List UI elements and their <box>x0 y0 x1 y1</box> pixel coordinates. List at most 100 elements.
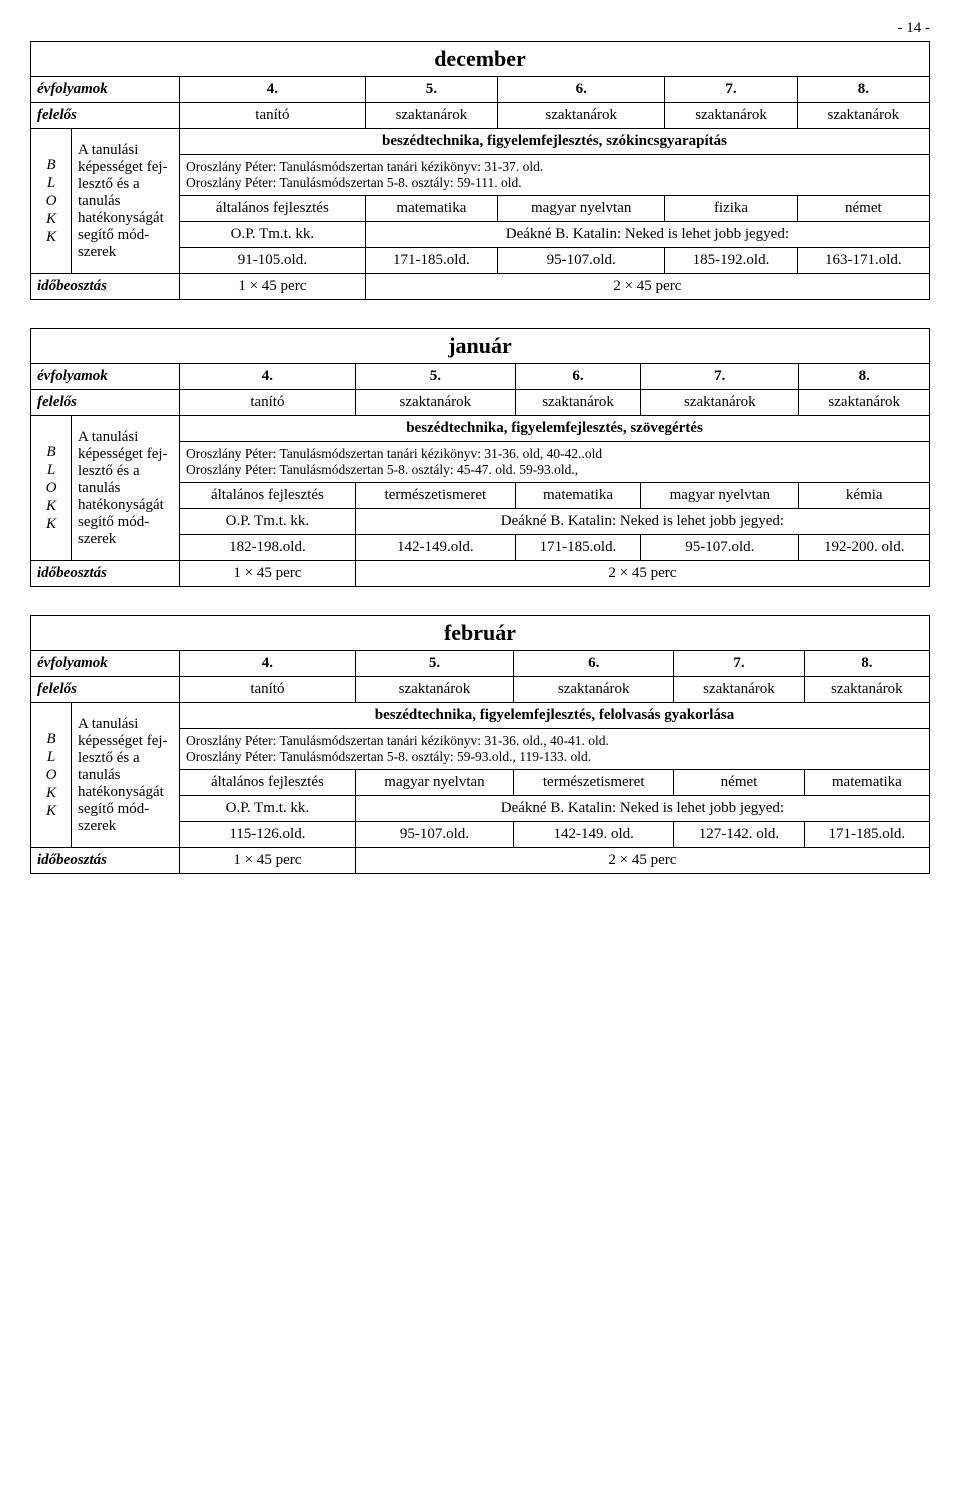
subject-cell: matematika <box>804 770 929 796</box>
blokk-letter: K <box>46 211 56 227</box>
row-felelos: felelős <box>31 103 180 129</box>
source-cell: Oroszlány Péter: Tanulásmódszertan tanár… <box>180 442 930 483</box>
page-ref-cell: 171-185.old. <box>515 535 640 561</box>
page-ref-cell: 127-142. old. <box>674 822 804 848</box>
row-idobeosztas: időbeosztás <box>31 848 180 874</box>
tmtkk-cell: O.P. Tm.t. kk. <box>180 222 366 248</box>
subject-cell: német <box>797 196 929 222</box>
grade-cell: 6. <box>515 364 640 390</box>
grade-cell: 5. <box>355 364 515 390</box>
row-felelos: felelős <box>31 677 180 703</box>
blokk-letter: K <box>46 498 56 514</box>
grade-cell: 5. <box>355 651 513 677</box>
page-ref-cell: 192-200. old. <box>799 535 930 561</box>
blokk-letter: K <box>46 229 56 245</box>
side-description: A tanulási képessé­get fej­lesztő és a t… <box>72 703 180 848</box>
page-ref-cell: 95-107.old. <box>498 248 665 274</box>
grade-cell: 4. <box>180 364 356 390</box>
deakne-cell: Deákné B. Katalin: Neked is lehet jobb j… <box>355 796 929 822</box>
table-december: december évfolyamok 4. 5. 6. 7. 8. felel… <box>30 41 930 300</box>
page-ref-cell: 171-185.old. <box>365 248 497 274</box>
blokk-label: B L O K K <box>31 416 72 561</box>
subject-cell: természet­ismeret <box>355 483 515 509</box>
felelos-cell: szaktanárok <box>365 103 497 129</box>
felelos-cell: szaktanárok <box>641 390 799 416</box>
deakne-cell: Deákné B. Katalin: Neked is lehet jobb j… <box>365 222 929 248</box>
table-january: január évfolyamok 4. 5. 6. 7. 8. felelős… <box>30 328 930 587</box>
subject-cell: matematika <box>365 196 497 222</box>
page-ref-cell: 185-192.old. <box>665 248 797 274</box>
time-cell: 2 × 45 perc <box>365 274 929 300</box>
deakne-cell: Deákné B. Katalin: Neked is lehet jobb j… <box>355 509 929 535</box>
page-ref-cell: 115-126.old. <box>180 822 356 848</box>
felelos-cell: szaktanárok <box>355 390 515 416</box>
blokk-letter: B <box>46 444 55 460</box>
source-cell: Oroszlány Péter: Tanulásmódszertan tanár… <box>180 729 930 770</box>
grade-cell: 6. <box>498 77 665 103</box>
time-cell: 1 × 45 perc <box>180 848 356 874</box>
grade-cell: 4. <box>180 651 356 677</box>
page-ref-cell: 182-198.old. <box>180 535 356 561</box>
felelos-cell: tanító <box>180 390 356 416</box>
felelos-cell: szaktanárok <box>514 677 674 703</box>
grade-cell: 6. <box>514 651 674 677</box>
source-line: Oroszlány Péter: Tanulásmódszertan tanár… <box>186 159 923 175</box>
grade-cell: 8. <box>804 651 929 677</box>
blokk-label: B L O K K <box>31 129 72 274</box>
page-number: - 14 - <box>30 20 930 37</box>
side-description: A tanulási képessé­get fej­lesztő és a t… <box>72 129 180 274</box>
page-ref-cell: 163-171.old. <box>797 248 929 274</box>
felelos-cell: szaktanárok <box>674 677 804 703</box>
month-title: december <box>31 42 930 77</box>
theme-cell: beszédtechnika, figyelemfejlesztés, felo… <box>180 703 930 729</box>
source-line: Oroszlány Péter: Tanulásmódszertan 5-8. … <box>186 462 923 478</box>
row-evfolyamok: évfolyamok <box>31 77 180 103</box>
source-line: Oroszlány Péter: Tanulásmódszertan 5-8. … <box>186 749 923 765</box>
subject-cell: matematika <box>515 483 640 509</box>
subject-cell: magyar nyelvtan <box>498 196 665 222</box>
time-cell: 2 × 45 perc <box>355 848 929 874</box>
grade-cell: 8. <box>797 77 929 103</box>
source-cell: Oroszlány Péter: Tanulásmódszertan tanár… <box>180 155 930 196</box>
source-line: Oroszlány Péter: Tanulásmódszertan tanár… <box>186 446 923 462</box>
side-description: A tanulási képessé­get fej­lesztő és a t… <box>72 416 180 561</box>
blokk-letter: O <box>46 193 57 209</box>
theme-cell: beszédtechnika, figyelemfejlesztés, szók… <box>180 129 930 155</box>
grade-cell: 5. <box>365 77 497 103</box>
blokk-letter: K <box>46 516 56 532</box>
blokk-letter: L <box>47 175 55 191</box>
blokk-letter: L <box>47 462 55 478</box>
felelos-cell: szaktanárok <box>498 103 665 129</box>
blokk-letter: K <box>46 803 56 819</box>
grade-cell: 4. <box>180 77 366 103</box>
grade-cell: 7. <box>674 651 804 677</box>
theme-cell: beszédtechnika, figyelemfejlesztés, szöv… <box>180 416 930 442</box>
felelos-cell: szaktanárok <box>804 677 929 703</box>
page-ref-cell: 91-105.old. <box>180 248 366 274</box>
altfejl-cell: általános fejlesztés <box>180 483 356 509</box>
subject-cell: fizika <box>665 196 797 222</box>
blokk-letter: K <box>46 785 56 801</box>
altfejl-cell: általános fejlesztés <box>180 196 366 222</box>
row-evfolyamok: évfolyamok <box>31 364 180 390</box>
altfejl-cell: általános fejlesztés <box>180 770 356 796</box>
grade-cell: 7. <box>665 77 797 103</box>
row-idobeosztas: időbeosztás <box>31 561 180 587</box>
felelos-cell: szaktanárok <box>799 390 930 416</box>
felelos-cell: tanító <box>180 103 366 129</box>
felelos-cell: szaktanárok <box>355 677 513 703</box>
row-felelos: felelős <box>31 390 180 416</box>
source-line: Oroszlány Péter: Tanulásmódszertan tanár… <box>186 733 923 749</box>
page-ref-cell: 95-107.old. <box>641 535 799 561</box>
subject-cell: természet­ismeret <box>514 770 674 796</box>
blokk-label: B L O K K <box>31 703 72 848</box>
felelos-cell: szaktanárok <box>797 103 929 129</box>
time-cell: 1 × 45 perc <box>180 274 366 300</box>
blokk-letter: O <box>46 767 57 783</box>
blokk-letter: O <box>46 480 57 496</box>
table-february: február évfolyamok 4. 5. 6. 7. 8. felelő… <box>30 615 930 874</box>
time-cell: 2 × 45 perc <box>355 561 929 587</box>
felelos-cell: szaktanárok <box>665 103 797 129</box>
page-ref-cell: 95-107.old. <box>355 822 513 848</box>
subject-cell: magyar nyelvtan <box>355 770 513 796</box>
